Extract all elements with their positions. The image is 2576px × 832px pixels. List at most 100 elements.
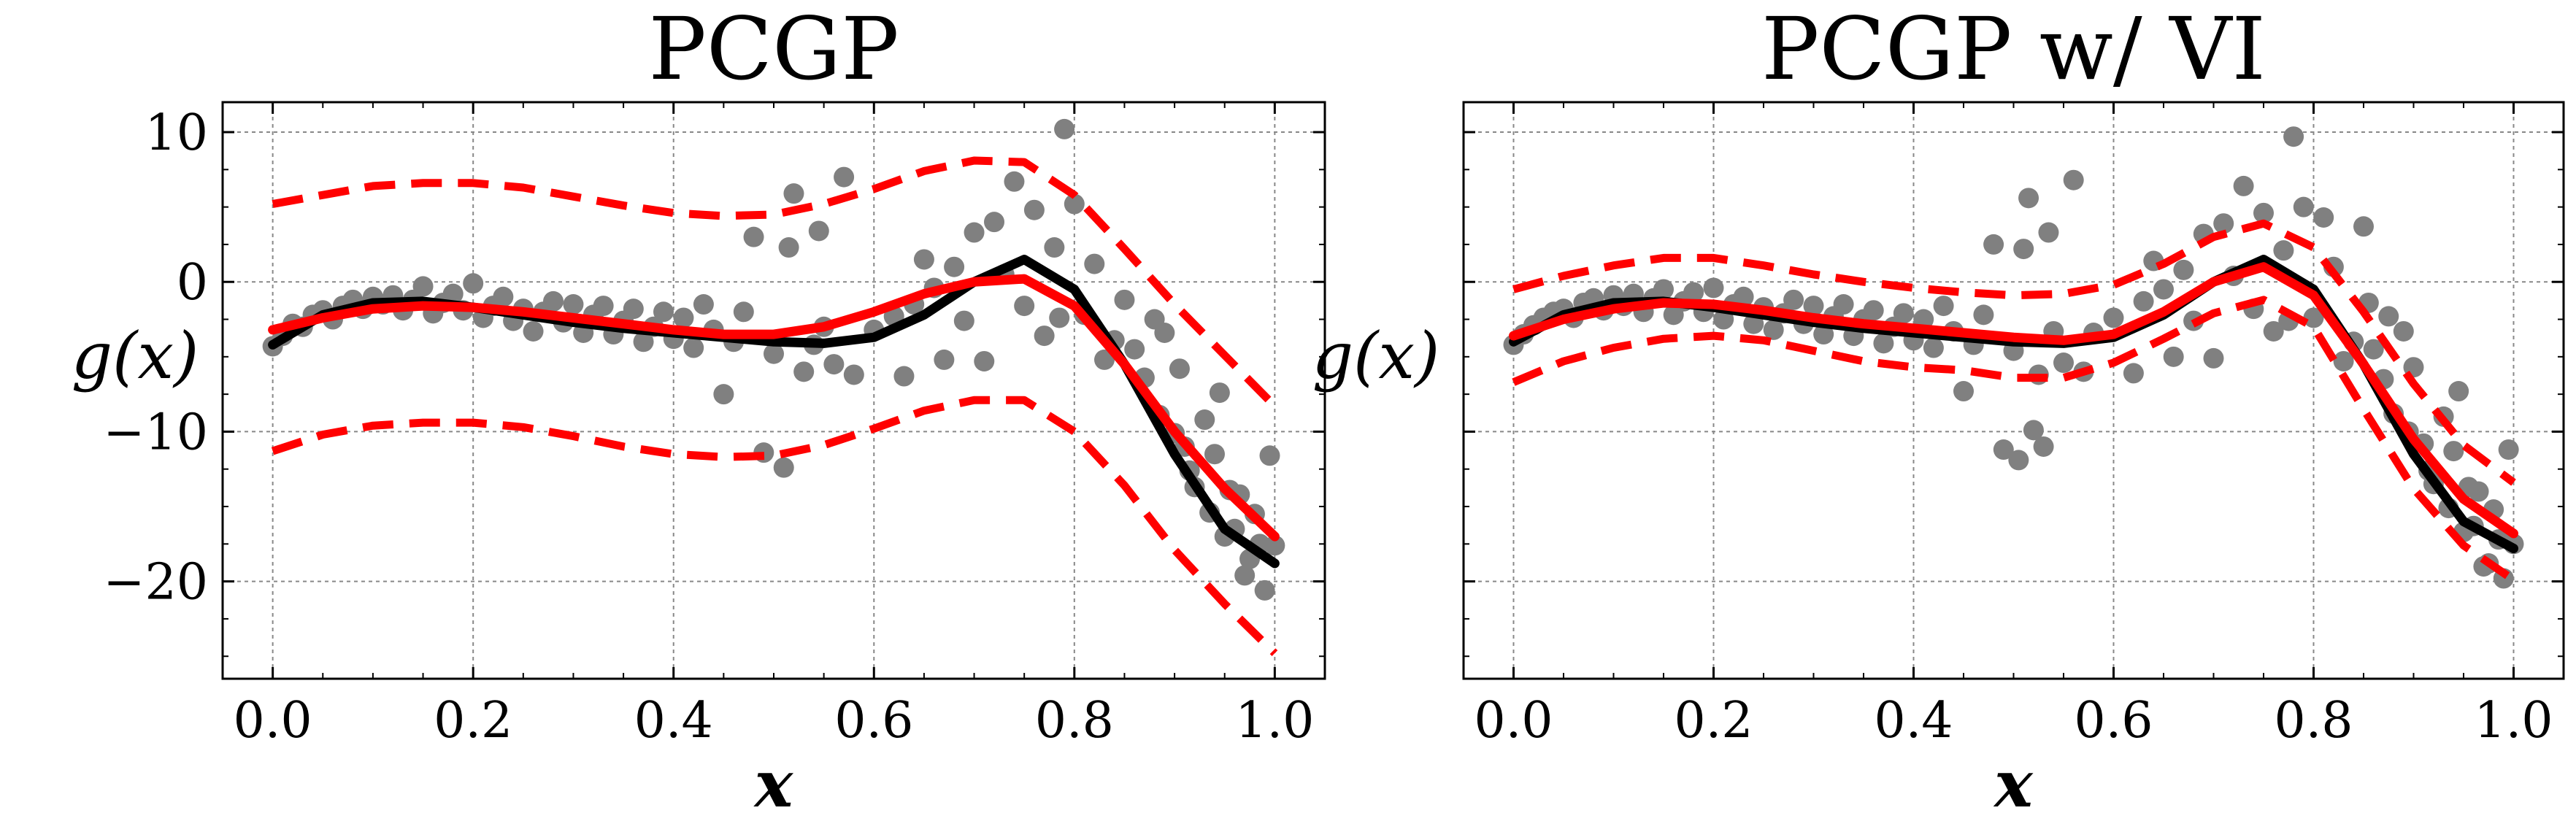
data-point (1953, 381, 1974, 402)
y-axis-label: g(x) (1312, 318, 1440, 393)
x-tick-label: 0.8 (2274, 692, 2353, 750)
data-point (783, 183, 804, 204)
data-point (1204, 444, 1225, 465)
x-tick-label: 0.4 (634, 692, 713, 750)
data-point (2053, 353, 2074, 374)
data-point (1254, 579, 1275, 601)
data-point (2468, 481, 2489, 502)
y-tick-label: −20 (103, 554, 208, 612)
data-point (2103, 307, 2124, 328)
data-point (2008, 450, 2029, 471)
data-point (2333, 350, 2354, 371)
data-point (1763, 319, 1784, 340)
data-point (412, 276, 434, 297)
data-point (2263, 320, 2284, 342)
data-point (2253, 202, 2274, 223)
data-point (1683, 282, 1704, 303)
data-point (1923, 337, 1944, 358)
data-point (1044, 237, 1065, 258)
series-line-mean (268, 274, 1280, 542)
data-point (1064, 193, 1085, 215)
data-point (2498, 439, 2519, 461)
data-point (2393, 320, 2414, 342)
series-line-upper (272, 156, 1278, 409)
data-point (2123, 363, 2144, 384)
data-point (1733, 286, 1754, 307)
data-point (944, 256, 965, 277)
data-point (1004, 171, 1025, 192)
data-point (1703, 277, 1724, 298)
data-point (633, 331, 654, 353)
x-axis-label: x (753, 746, 794, 822)
data-point (2273, 240, 2294, 261)
data-point (1023, 199, 1045, 220)
data-point (2313, 207, 2334, 228)
data-point (934, 349, 955, 370)
y-axis-label: g(x) (72, 318, 199, 393)
data-point (1893, 303, 1914, 324)
data-point (1873, 333, 1894, 354)
data-point (834, 166, 855, 188)
plot-frame (1462, 101, 2565, 680)
data-point (2063, 169, 2084, 190)
y-tick-label: 0 (177, 254, 208, 312)
data-point (1803, 296, 1824, 317)
x-tick-label: 1.0 (2474, 692, 2553, 750)
data-point (773, 457, 794, 478)
data-point (2233, 175, 2254, 196)
data-point (1049, 307, 1070, 328)
data-point (2443, 441, 2464, 462)
data-point (563, 294, 584, 315)
data-point (2378, 306, 2399, 327)
data-point (623, 298, 644, 320)
data-point (2018, 188, 2039, 209)
data-point (1234, 565, 1256, 586)
data-point (2283, 126, 2304, 147)
data-point (1973, 304, 1994, 326)
data-point (593, 296, 614, 317)
data-point (523, 320, 544, 342)
x-tick-label: 0.8 (1035, 692, 1114, 750)
data-point (964, 222, 985, 243)
data-point (893, 366, 915, 387)
data-point (2033, 436, 2054, 457)
data-point (953, 310, 974, 331)
data-point (1014, 296, 1035, 317)
data-point (2163, 346, 2184, 367)
data-point (463, 273, 484, 294)
data-point (1034, 326, 1055, 347)
panel-pcgp-vi: 0.0 0.2 0.4 0.6 0.8 1.0 PCGP w/ VI x g(x) (1312, 0, 2565, 822)
data-point (1264, 535, 1285, 556)
data-point (653, 301, 674, 323)
x-tick-label: 0.6 (834, 692, 913, 750)
chart-title: PCGP (648, 0, 899, 99)
data-point (1833, 294, 1854, 315)
data-point (808, 220, 829, 242)
data-point (2363, 339, 2384, 360)
x-tick-label: 0.6 (2074, 692, 2153, 750)
data-point (984, 212, 1004, 233)
series-line-upper (1512, 219, 2516, 486)
x-tick-label: 0.4 (1874, 692, 1953, 750)
data-point (1863, 300, 1884, 321)
data-point (2153, 279, 2174, 300)
data-point (2173, 259, 2194, 280)
data-point (1114, 289, 1135, 310)
data-point (1813, 324, 1834, 345)
data-point (1124, 339, 1145, 360)
data-point (1933, 296, 1954, 317)
y-tick-label: 10 (145, 104, 208, 162)
x-tick-label: 0.2 (434, 692, 512, 750)
panel-pcgp: 0.0 0.2 0.4 0.6 0.8 1.0 10 0 −10 −20 PCGP x g(x) (72, 0, 1326, 822)
data-point (1194, 409, 1215, 431)
data-point (543, 290, 564, 312)
data-point (1653, 279, 1674, 300)
data-point (2038, 222, 2059, 243)
data-point (974, 350, 995, 371)
data-point (2213, 213, 2234, 234)
data-point (713, 384, 734, 405)
data-point (2203, 347, 2224, 369)
data-point (1259, 445, 1280, 466)
data-point (913, 249, 934, 270)
